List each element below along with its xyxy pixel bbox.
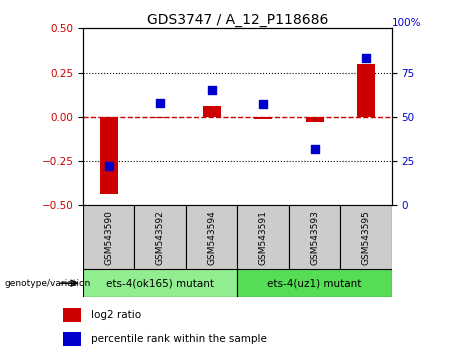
Bar <box>357 64 375 117</box>
Point <box>208 87 215 93</box>
Bar <box>237 205 289 269</box>
Bar <box>289 205 340 269</box>
Text: 100%: 100% <box>392 18 421 28</box>
Bar <box>64 308 81 322</box>
Text: log2 ratio: log2 ratio <box>91 310 141 320</box>
Text: GSM543593: GSM543593 <box>310 210 319 265</box>
Bar <box>83 205 135 269</box>
Point <box>105 164 112 169</box>
Bar <box>64 332 81 346</box>
Bar <box>203 106 221 117</box>
Point <box>260 102 267 107</box>
Bar <box>151 117 169 118</box>
Bar <box>83 269 237 297</box>
Text: genotype/variation: genotype/variation <box>5 279 91 288</box>
Text: GSM543591: GSM543591 <box>259 210 268 265</box>
Bar <box>254 117 272 119</box>
Point <box>156 100 164 105</box>
Text: percentile rank within the sample: percentile rank within the sample <box>91 333 267 344</box>
Bar <box>237 269 392 297</box>
Point <box>311 146 318 152</box>
Text: GSM543592: GSM543592 <box>156 210 165 265</box>
Bar <box>135 205 186 269</box>
Text: ets-4(ok165) mutant: ets-4(ok165) mutant <box>106 278 214 288</box>
Bar <box>100 117 118 194</box>
Title: GDS3747 / A_12_P118686: GDS3747 / A_12_P118686 <box>147 13 328 27</box>
Text: GSM543595: GSM543595 <box>361 210 371 265</box>
Bar <box>340 205 392 269</box>
Bar <box>306 117 324 122</box>
Bar <box>186 205 237 269</box>
Point <box>362 56 370 61</box>
Text: GSM543594: GSM543594 <box>207 210 216 265</box>
Text: GSM543590: GSM543590 <box>104 210 113 265</box>
Text: ets-4(uz1) mutant: ets-4(uz1) mutant <box>267 278 362 288</box>
